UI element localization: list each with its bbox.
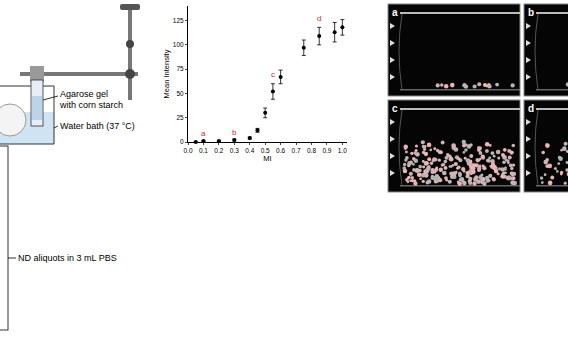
- svg-text:with corn starch: with corn starch: [59, 100, 123, 110]
- svg-text:c: c: [271, 70, 275, 79]
- svg-text:0.7: 0.7: [292, 147, 301, 154]
- svg-text:Agarose gel: Agarose gel: [60, 89, 108, 99]
- svg-text:100: 100: [173, 41, 184, 48]
- svg-text:125: 125: [173, 17, 184, 24]
- svg-text:d: d: [317, 14, 321, 23]
- svg-text:ND aliquots in 3 mL PBS: ND aliquots in 3 mL PBS: [18, 253, 117, 263]
- svg-text:0: 0: [180, 138, 184, 145]
- svg-text:c: c: [392, 103, 398, 114]
- svg-text:a: a: [392, 7, 398, 18]
- svg-text:1.0: 1.0: [338, 147, 347, 154]
- svg-text:0.0: 0.0: [183, 147, 192, 154]
- svg-text:Water bath (37 °C): Water bath (37 °C): [60, 121, 135, 131]
- svg-text:25: 25: [176, 114, 184, 121]
- svg-text:0.4: 0.4: [245, 147, 254, 154]
- svg-text:75: 75: [176, 65, 184, 72]
- svg-text:0.1: 0.1: [199, 147, 208, 154]
- svg-text:50: 50: [176, 90, 184, 97]
- svg-text:MI: MI: [263, 154, 271, 163]
- svg-text:b: b: [232, 128, 237, 137]
- svg-text:0.8: 0.8: [307, 147, 316, 154]
- svg-text:a: a: [201, 129, 206, 138]
- svg-text:0.6: 0.6: [276, 147, 285, 154]
- svg-text:0.9: 0.9: [322, 147, 331, 154]
- svg-text:Mean Intensity: Mean Intensity: [162, 49, 171, 98]
- svg-text:b: b: [528, 7, 534, 18]
- svg-text:0.5: 0.5: [261, 147, 270, 154]
- svg-text:0.2: 0.2: [214, 147, 223, 154]
- svg-text:0.3: 0.3: [230, 147, 239, 154]
- svg-text:d: d: [528, 103, 534, 114]
